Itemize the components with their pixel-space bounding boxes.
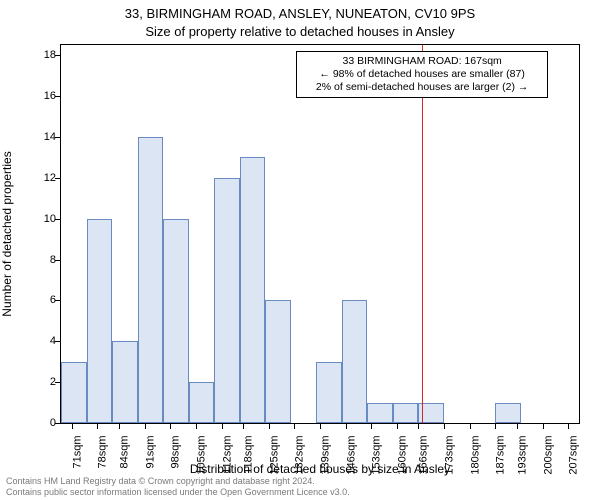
histogram-bar — [163, 219, 189, 423]
y-tick-label: 10 — [26, 214, 56, 225]
x-tick-label: 166sqm — [419, 436, 430, 486]
y-tick-mark — [55, 137, 60, 138]
plot-area: 33 BIRMINGHAM ROAD: 167sqm← 98% of detac… — [60, 44, 580, 424]
y-tick-label: 2 — [26, 377, 56, 388]
x-tick-mark — [444, 424, 445, 429]
x-tick-mark — [470, 424, 471, 429]
histogram-bar — [265, 300, 291, 423]
y-tick-mark — [55, 96, 60, 97]
histogram-bar — [61, 362, 87, 423]
credits-line2: Contains public sector information licen… — [6, 487, 350, 498]
y-tick-mark — [55, 178, 60, 179]
annotation-box: 33 BIRMINGHAM ROAD: 167sqm← 98% of detac… — [296, 51, 548, 98]
histogram-bar — [87, 219, 113, 423]
x-tick-mark — [320, 424, 321, 429]
y-tick-mark — [55, 55, 60, 56]
x-tick-mark — [495, 424, 496, 429]
x-tick-label: 200sqm — [543, 436, 554, 486]
histogram-bar — [495, 403, 521, 423]
x-tick-label: 180sqm — [470, 436, 481, 486]
histogram-bar — [112, 341, 138, 423]
x-tick-mark — [196, 424, 197, 429]
y-tick-label: 4 — [26, 336, 56, 347]
annotation-line: 33 BIRMINGHAM ROAD: 167sqm — [303, 55, 541, 68]
x-tick-mark — [269, 424, 270, 429]
x-tick-mark — [543, 424, 544, 429]
chart-title-line1: 33, BIRMINGHAM ROAD, ANSLEY, NUNEATON, C… — [0, 6, 600, 21]
y-tick-label: 14 — [26, 132, 56, 143]
x-tick-mark — [97, 424, 98, 429]
y-tick-mark — [55, 219, 60, 220]
x-axis-label: Distribution of detached houses by size … — [60, 462, 580, 476]
y-tick-mark — [55, 341, 60, 342]
x-tick-mark — [119, 424, 120, 429]
x-tick-label: 193sqm — [517, 436, 528, 486]
x-tick-label: 160sqm — [397, 436, 408, 486]
reference-line — [422, 45, 423, 423]
x-tick-mark — [72, 424, 73, 429]
y-tick-label: 8 — [26, 255, 56, 266]
x-tick-mark — [145, 424, 146, 429]
y-axis-label: Number of detached properties — [0, 44, 18, 424]
histogram-bar — [316, 362, 342, 423]
histogram-bar — [189, 382, 215, 423]
histogram-bar — [138, 137, 164, 423]
y-tick-mark — [55, 300, 60, 301]
x-tick-mark — [294, 424, 295, 429]
y-tick-label: 6 — [26, 295, 56, 306]
y-tick-mark — [55, 382, 60, 383]
x-tick-label: 187sqm — [496, 436, 507, 486]
x-tick-mark — [346, 424, 347, 429]
chart-container: 33, BIRMINGHAM ROAD, ANSLEY, NUNEATON, C… — [0, 0, 600, 500]
y-tick-label: 12 — [26, 173, 56, 184]
x-tick-label: 173sqm — [445, 436, 456, 486]
annotation-line: 2% of semi-detached houses are larger (2… — [303, 81, 541, 94]
y-tick-label: 18 — [26, 50, 56, 61]
x-tick-label: 207sqm — [569, 436, 580, 486]
histogram-bar — [342, 300, 368, 423]
histogram-bar — [214, 178, 240, 423]
credits-line1: Contains HM Land Registry data © Crown c… — [6, 476, 350, 487]
x-tick-mark — [243, 424, 244, 429]
x-tick-label: 153sqm — [372, 436, 383, 486]
y-tick-mark — [55, 260, 60, 261]
x-tick-mark — [222, 424, 223, 429]
y-tick-label: 0 — [26, 418, 56, 429]
credits-text: Contains HM Land Registry data © Crown c… — [6, 476, 350, 498]
y-tick-label: 16 — [26, 91, 56, 102]
x-tick-mark — [170, 424, 171, 429]
histogram-bar — [367, 403, 393, 423]
x-tick-mark — [517, 424, 518, 429]
chart-title-line2: Size of property relative to detached ho… — [0, 24, 600, 39]
x-tick-mark — [371, 424, 372, 429]
histogram-bar — [393, 403, 419, 423]
histogram-bar — [240, 157, 266, 423]
y-tick-mark — [55, 423, 60, 424]
annotation-line: ← 98% of detached houses are smaller (87… — [303, 68, 541, 81]
x-tick-mark — [418, 424, 419, 429]
x-tick-mark — [568, 424, 569, 429]
x-tick-mark — [397, 424, 398, 429]
